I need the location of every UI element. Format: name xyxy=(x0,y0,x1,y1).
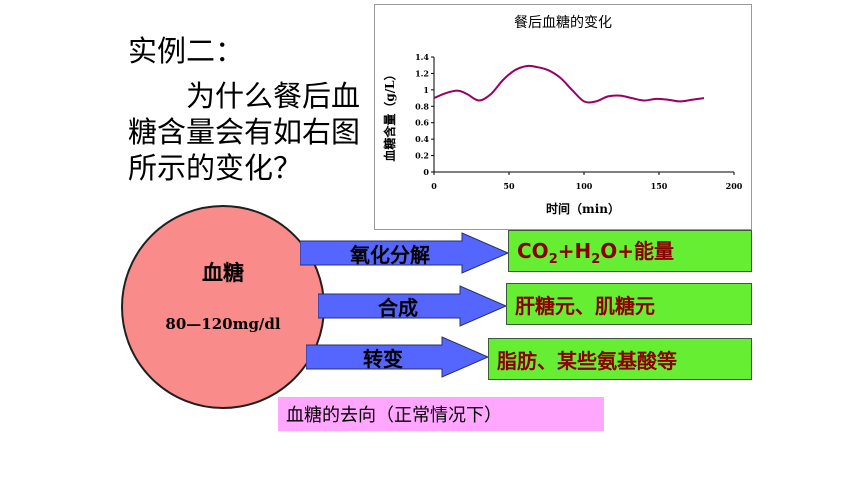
pathway-label-oxidation: 氧化分解 xyxy=(350,242,430,267)
y-tick-label: 0.4 xyxy=(415,134,429,144)
y-tick-label: 0.2 xyxy=(415,151,429,161)
co2-text: CO2+H2O+能量 xyxy=(517,239,675,267)
slide-heading: 实例二： xyxy=(128,34,245,68)
arrow-shape xyxy=(300,232,510,274)
caption-text: 血糖的去向（正常情况下） xyxy=(286,405,502,426)
x-tick-label: 50 xyxy=(503,181,515,191)
arrow-conversion: 转变 xyxy=(306,336,490,378)
arrow-synthesis: 合成 xyxy=(318,285,508,327)
y-tick-label: 0.8 xyxy=(415,101,429,111)
normal-range-label: 80—120mg/dl xyxy=(165,315,281,333)
glycogen-text: 肝糖元、肌糖元 xyxy=(515,293,655,318)
blood-glucose-chart: 餐后血糖的变化 血糖含量（g/L） 时间（min） 0 0.2 0.4 0.6 0.8 1… xyxy=(374,4,752,230)
blood-glucose-label: 血糖 xyxy=(202,261,244,285)
fat-amino-text: 脂肪、某些氨基酸等 xyxy=(497,348,677,373)
pathway-label-synthesis: 合成 xyxy=(378,295,418,320)
y-axis-label: 血糖含量（g/L） xyxy=(382,68,397,161)
y-tick-label: 1 xyxy=(423,85,429,95)
x-axis-label: 时间（min） xyxy=(546,201,620,216)
result-conversion: 脂肪、某些氨基酸等 xyxy=(488,338,752,380)
arrow-oxidation: 氧化分解 xyxy=(300,232,510,274)
y-tick-label: 0.6 xyxy=(415,118,429,128)
y-tick-label: 1.2 xyxy=(415,68,429,78)
arrow-shape xyxy=(306,336,490,378)
result-synthesis: 肝糖元、肌糖元 xyxy=(506,283,752,325)
glucose-series-line xyxy=(433,64,705,104)
blood-glucose-circle: 血糖 80—120mg/dl xyxy=(121,205,325,409)
y-tick-label: 1.4 xyxy=(415,52,429,62)
x-tick-label: 100 xyxy=(576,181,593,191)
result-oxidation: CO2+H2O+能量 xyxy=(508,230,752,272)
x-tick-label: 200 xyxy=(726,181,743,191)
arrow-shape xyxy=(318,285,508,327)
pathway-label-conversion: 转变 xyxy=(363,346,403,371)
question-text: 为什么餐后血糖含量会有如右图所示的变化？ xyxy=(128,79,361,185)
x-tick-label: 150 xyxy=(651,181,668,191)
y-tick-label: 0 xyxy=(423,167,429,177)
chart-svg: 餐后血糖的变化 血糖含量（g/L） 时间（min） 0 0.2 0.4 0.6 0.8 1… xyxy=(382,15,743,216)
x-tick-label: 0 xyxy=(431,181,437,191)
chart-title: 餐后血糖的变化 xyxy=(514,15,612,31)
caption-box: 血糖的去向（正常情况下） xyxy=(278,397,604,431)
